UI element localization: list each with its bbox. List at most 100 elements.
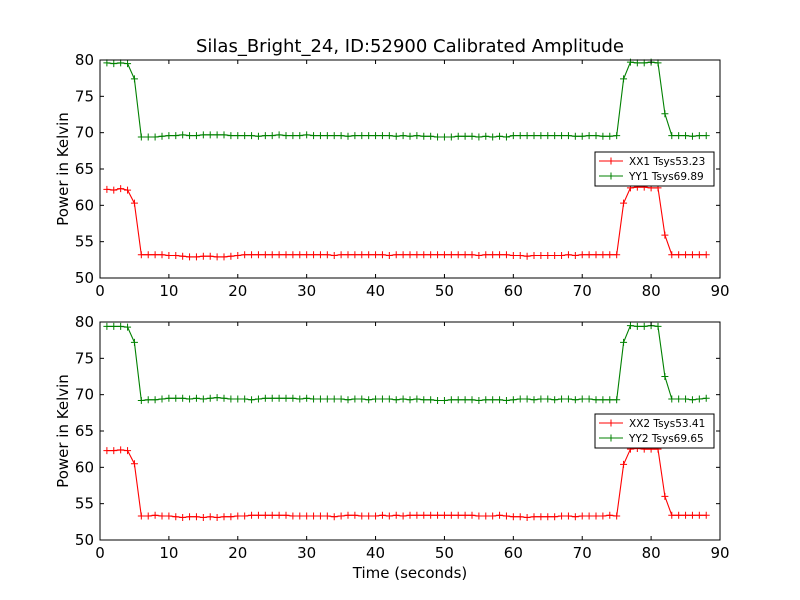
data-point [220,394,228,402]
data-point [248,396,256,404]
data-point [537,251,545,259]
series-markers-2-1 [103,444,710,521]
data-point [110,447,118,455]
data-point [461,511,469,519]
data-point [268,511,276,519]
data-point [440,511,448,519]
data-point [310,251,318,259]
data-point [310,512,318,520]
x-tick-label: 70 [573,282,592,300]
data-point [144,396,152,404]
data-point [144,133,152,141]
data-point [254,251,262,259]
data-point [571,132,579,140]
data-point [199,131,207,139]
data-point [344,251,352,259]
data-point [117,446,125,454]
data-point [213,253,221,261]
x-tick-label: 90 [710,544,729,562]
x-tick-label: 0 [95,544,105,562]
data-point [179,513,187,521]
data-point [303,394,311,402]
data-point [392,132,400,140]
data-point [413,511,421,519]
data-point [682,511,690,519]
data-point [544,132,552,140]
legend-marker [607,157,615,165]
x-axis-label: Time (seconds) [352,564,468,582]
data-point [661,231,669,239]
data-point [316,251,324,259]
data-point [682,132,690,140]
data-point [192,394,200,402]
data-point [385,132,393,140]
data-point [275,131,283,139]
data-point [378,132,386,140]
data-point [330,251,338,259]
data-point [296,395,304,403]
subplot-2: 0 10 20 30 40 50 60 70 80 90 50 55 60 65 70 75 80 Power i… [54,313,730,562]
data-point [551,513,559,521]
data-point [578,512,586,520]
data-point [502,512,510,520]
data-point [316,512,324,520]
data-point [392,511,400,519]
data-point [117,185,125,193]
data-point [316,395,324,403]
data-point [682,251,690,259]
data-point [172,251,180,259]
data-point [220,131,228,139]
data-point [103,447,111,455]
data-point [330,513,338,521]
data-point [330,132,338,140]
data-point [475,512,483,520]
legend: XX2 Tsys53.41 YY2 Tsys69.65 [594,413,715,449]
data-point [206,131,214,139]
data-point [447,251,455,259]
data-point [275,394,283,402]
data-point [406,511,414,519]
data-point [227,252,235,260]
data-point [578,132,586,140]
data-point [199,395,207,403]
data-point [606,251,614,259]
data-point [523,132,531,140]
data-point [399,395,407,403]
data-point [530,251,538,259]
data-point [427,132,435,140]
data-point [427,251,435,259]
data-point [585,512,593,520]
x-tick-label: 90 [710,282,729,300]
data-point [440,133,448,141]
data-point [482,132,490,140]
data-point [165,132,173,140]
data-point [502,396,510,404]
data-point [564,512,572,520]
x-tick-label: 50 [435,544,454,562]
data-point [296,512,304,520]
data-point [695,251,703,259]
data-point [406,132,414,140]
y-tick-label: 60 [75,196,94,214]
data-point [530,513,538,521]
data-point [351,511,359,519]
data-point [392,396,400,404]
data-point [172,132,180,140]
data-point [434,396,442,404]
x-tick-label: 0 [95,282,105,300]
data-point [468,132,476,140]
data-point [585,395,593,403]
data-point [275,251,283,259]
data-point [702,394,710,402]
data-point [144,251,152,259]
data-point [282,251,290,259]
data-point [179,394,187,402]
data-point [323,512,331,520]
data-point [461,251,469,259]
data-point [296,132,304,140]
data-point [351,132,359,140]
data-point [613,132,621,140]
legend-box [594,151,715,187]
data-point [523,252,531,260]
data-point [337,395,345,403]
